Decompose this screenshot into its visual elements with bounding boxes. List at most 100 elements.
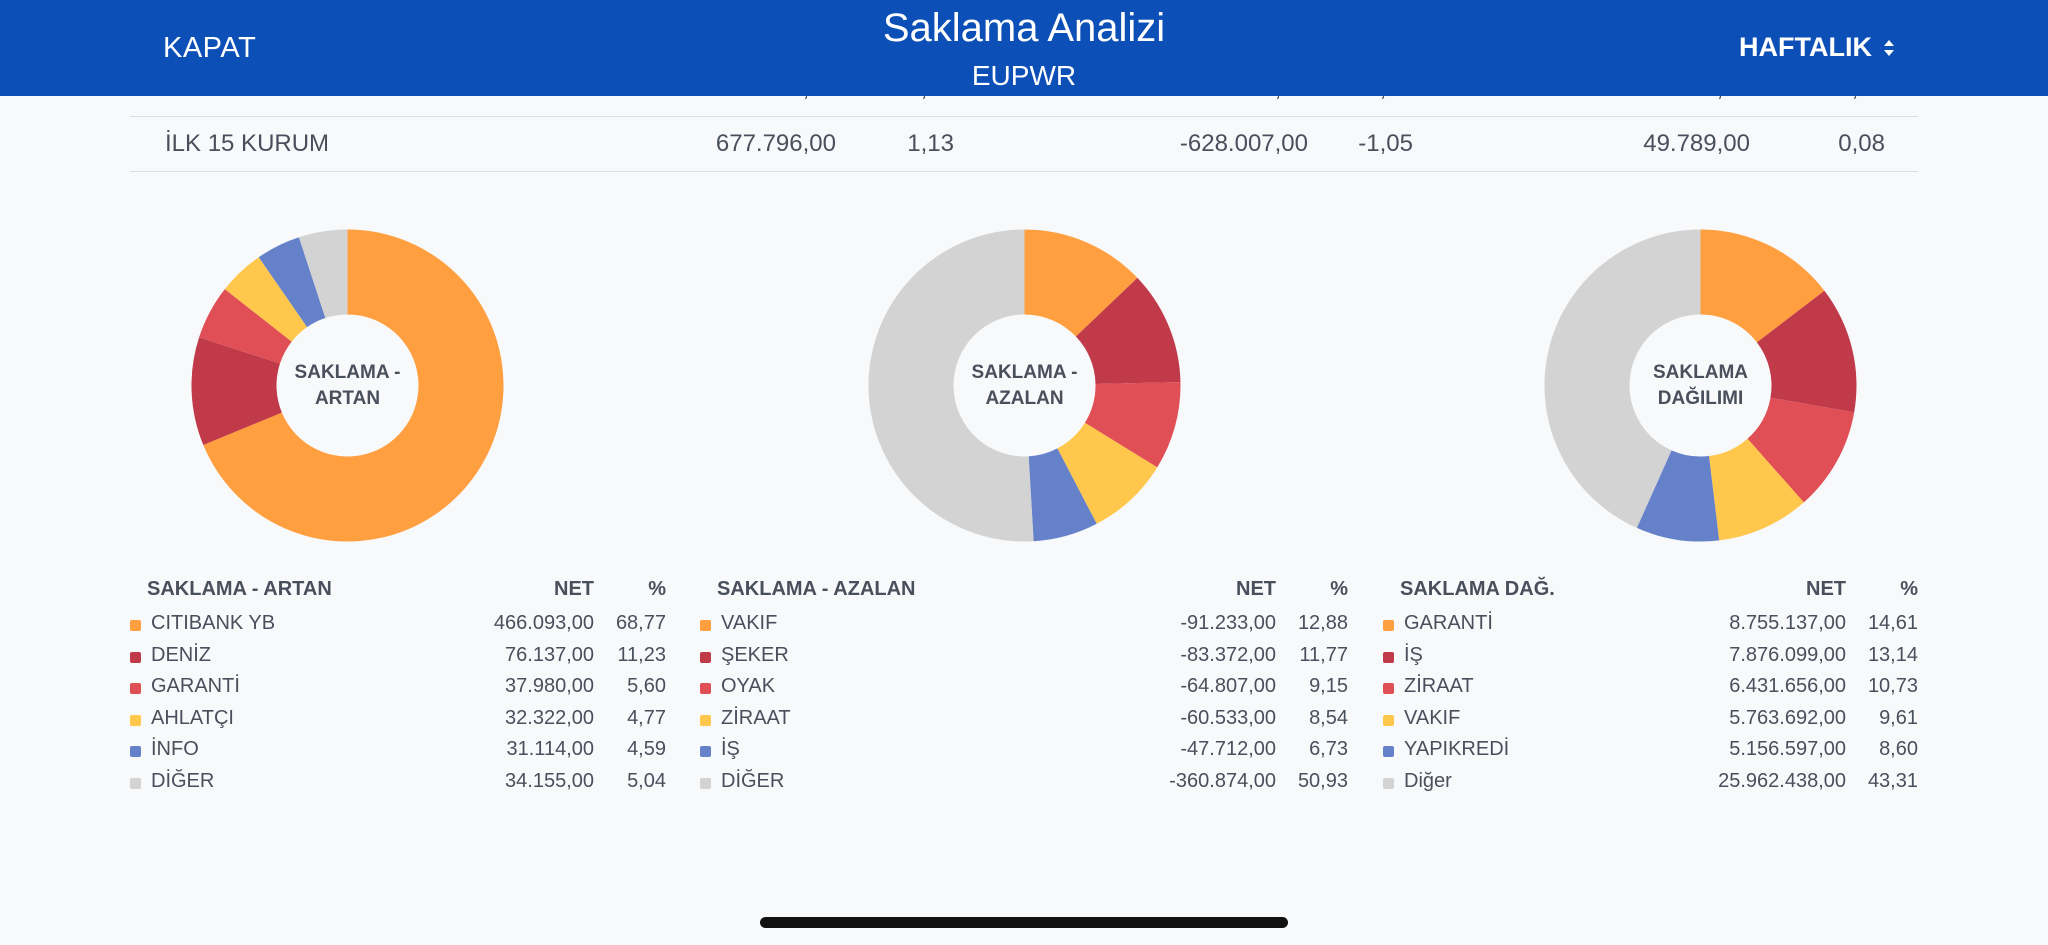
list-item: DİĞER -360.874,00 50,93 (700, 770, 1348, 798)
legend-item-pct: 5,04 (627, 769, 666, 792)
legend-item-name: Diğer (1404, 769, 1452, 792)
list-item: Diğer 25.962.438,00 43,31 (1383, 770, 1918, 798)
period-selector[interactable]: HAFTALIK (1739, 32, 1896, 63)
legend-item-pct: 12,88 (1297, 612, 1348, 634)
legend-item-name: DİĞER (721, 769, 785, 792)
row-value: 677.796,00 (715, 130, 836, 157)
page-subtitle: EUPWR (971, 60, 1077, 91)
legend-item-pct: 43,31 (1867, 769, 1918, 792)
donut-chart-azalan: SAKLAMA - AZALAN (867, 228, 1182, 543)
legend-item-net: -91.233,00 (1180, 612, 1276, 634)
legend-title: SAKLAMA - AZALAN (717, 578, 916, 600)
donut-slice (1544, 229, 1701, 528)
donut-slice (1084, 382, 1181, 468)
legend-swatch (1383, 746, 1394, 757)
legend-swatch (1383, 651, 1394, 663)
legend-item-pct: 5,60 (627, 675, 666, 697)
legend-swatch (1383, 620, 1394, 631)
legend-item-net: 76.137,00 (505, 643, 594, 666)
donut-chart-artan: SAKLAMA - ARTAN (190, 228, 505, 543)
period-label: HAFTALIK (1739, 32, 1872, 62)
legend-item-name: GARANTİ (1404, 612, 1493, 634)
legend-item-pct: 11,77 (1299, 643, 1348, 666)
legend-item-pct: 4,77 (627, 706, 666, 729)
legend-item-name: İŞ (721, 738, 740, 760)
legend-item-net: 7.876.099,00 (1729, 643, 1846, 666)
list-item: CITIBANK YB 466.093,00 68,77 (130, 612, 666, 640)
legend-item-name: VAKIF (1404, 706, 1461, 729)
legend-item-pct: 68,77 (615, 612, 666, 634)
row-value: -628.007,00 (1179, 130, 1308, 157)
legend-item-name: İŞ (1404, 643, 1423, 666)
legend-item-pct: 10,73 (1867, 675, 1918, 697)
donut-slice (224, 257, 308, 342)
donut-slice (1700, 229, 1825, 343)
legend-item-pct: 50,93 (1297, 769, 1348, 792)
legend-swatch (700, 714, 711, 726)
legend-item-name: DİĞER (151, 769, 215, 792)
row-value: 49.789,00 (1643, 130, 1750, 157)
legend-swatch (1383, 777, 1394, 789)
legend-swatch (700, 746, 711, 757)
donut-slice (199, 289, 292, 364)
legend-item-net: -47.712,00 (1180, 738, 1276, 760)
legend-item-net: -360.874,00 (1169, 769, 1276, 792)
list-item: AHLATÇI 32.322,00 4,77 (130, 707, 666, 735)
legend-swatch (130, 746, 141, 757)
list-item: ZİRAAT -60.533,00 8,54 (700, 707, 1348, 735)
legend-col-pct: % (1900, 578, 1918, 600)
header-bar: KAPAT Saklama Analizi EUPWR HAFTALIK (0, 0, 2048, 96)
legend-item-name: YAPIKREDİ (1404, 738, 1510, 760)
list-item: ZİRAAT 6.431.656,00 10,73 (1383, 675, 1918, 703)
donut-slice (1024, 229, 1138, 337)
donut-slice (203, 229, 504, 542)
list-item: İŞ 7.876.099,00 13,14 (1383, 644, 1918, 672)
legend-item-pct: 8,60 (1879, 738, 1918, 760)
legend-item-name: ZİRAAT (1404, 675, 1474, 697)
list-item: İNFO 31.114,00 4,59 (130, 738, 666, 766)
legend-title: SAKLAMA - ARTAN (147, 578, 332, 600)
donut-chart-dagilim: SAKLAMA DAĞILIMI (1543, 228, 1858, 543)
legend-swatch (130, 683, 141, 694)
donut-slice (1028, 448, 1097, 542)
legend-swatch (700, 777, 711, 789)
legend-swatch (130, 651, 141, 663)
legend-item-net: 466.093,00 (493, 612, 594, 634)
legend-item-net: 31.114,00 (506, 738, 595, 760)
home-indicator (760, 917, 1288, 928)
legend-item-name: VAKIF (721, 612, 778, 634)
legend-item-pct: 6,73 (1309, 738, 1348, 760)
row-label: İLK 15 KURUM (165, 130, 330, 157)
donut-slice (1075, 277, 1181, 384)
donut-slice (1756, 290, 1857, 413)
legend-item-net: 25.962.438,00 (1718, 769, 1846, 792)
legend-col-net: NET (1236, 578, 1276, 600)
legend-swatch (700, 683, 711, 694)
legend-item-name: AHLATÇI (151, 706, 234, 729)
legend-col-pct: % (648, 578, 666, 600)
legend-item-net: 6.431.656,00 (1729, 675, 1846, 697)
close-button[interactable]: KAPAT (163, 32, 257, 64)
legend-item-pct: 9,61 (1879, 706, 1918, 729)
table-row: İLK 15 KURUM 677.796,00 1,13 -628.007,00… (130, 117, 1918, 172)
page-title: Saklama Analizi (882, 6, 1166, 50)
legend-item-name: CITIBANK YB (151, 612, 276, 634)
legend-item-net: 37.980,00 (505, 675, 594, 697)
legend-item-name: ŞEKER (721, 643, 789, 666)
donut-slice (1709, 438, 1804, 541)
legend-swatch (1383, 683, 1394, 694)
legend-item-pct: 9,15 (1309, 675, 1348, 697)
legend-item-pct: 8,54 (1309, 706, 1348, 729)
legend-item-net: 5.156.597,00 (1729, 738, 1846, 760)
list-item: OYAK -64.807,00 9,15 (700, 675, 1348, 703)
legend-item-name: ZİRAAT (721, 706, 791, 729)
legend-item-net: -83.372,00 (1180, 643, 1276, 666)
legend-item-name: GARANTİ (151, 675, 240, 697)
row-percent: 0,08 (1838, 130, 1885, 157)
legend-item-pct: 14,61 (1867, 612, 1918, 634)
legend-item-net: 8.755.137,00 (1729, 612, 1846, 634)
legend-swatch (130, 714, 141, 726)
list-item: YAPIKREDİ 5.156.597,00 8,60 (1383, 738, 1918, 766)
donut-slice (1747, 397, 1855, 503)
legend-item-name: DENİZ (151, 643, 211, 666)
